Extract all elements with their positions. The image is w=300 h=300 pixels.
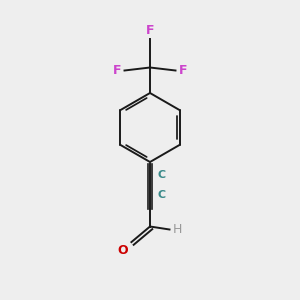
Text: F: F: [112, 64, 121, 77]
Text: C: C: [158, 170, 166, 180]
Text: C: C: [158, 190, 166, 200]
Text: O: O: [117, 244, 128, 256]
Text: H: H: [172, 223, 182, 236]
Text: F: F: [179, 64, 188, 77]
Text: F: F: [146, 24, 154, 37]
